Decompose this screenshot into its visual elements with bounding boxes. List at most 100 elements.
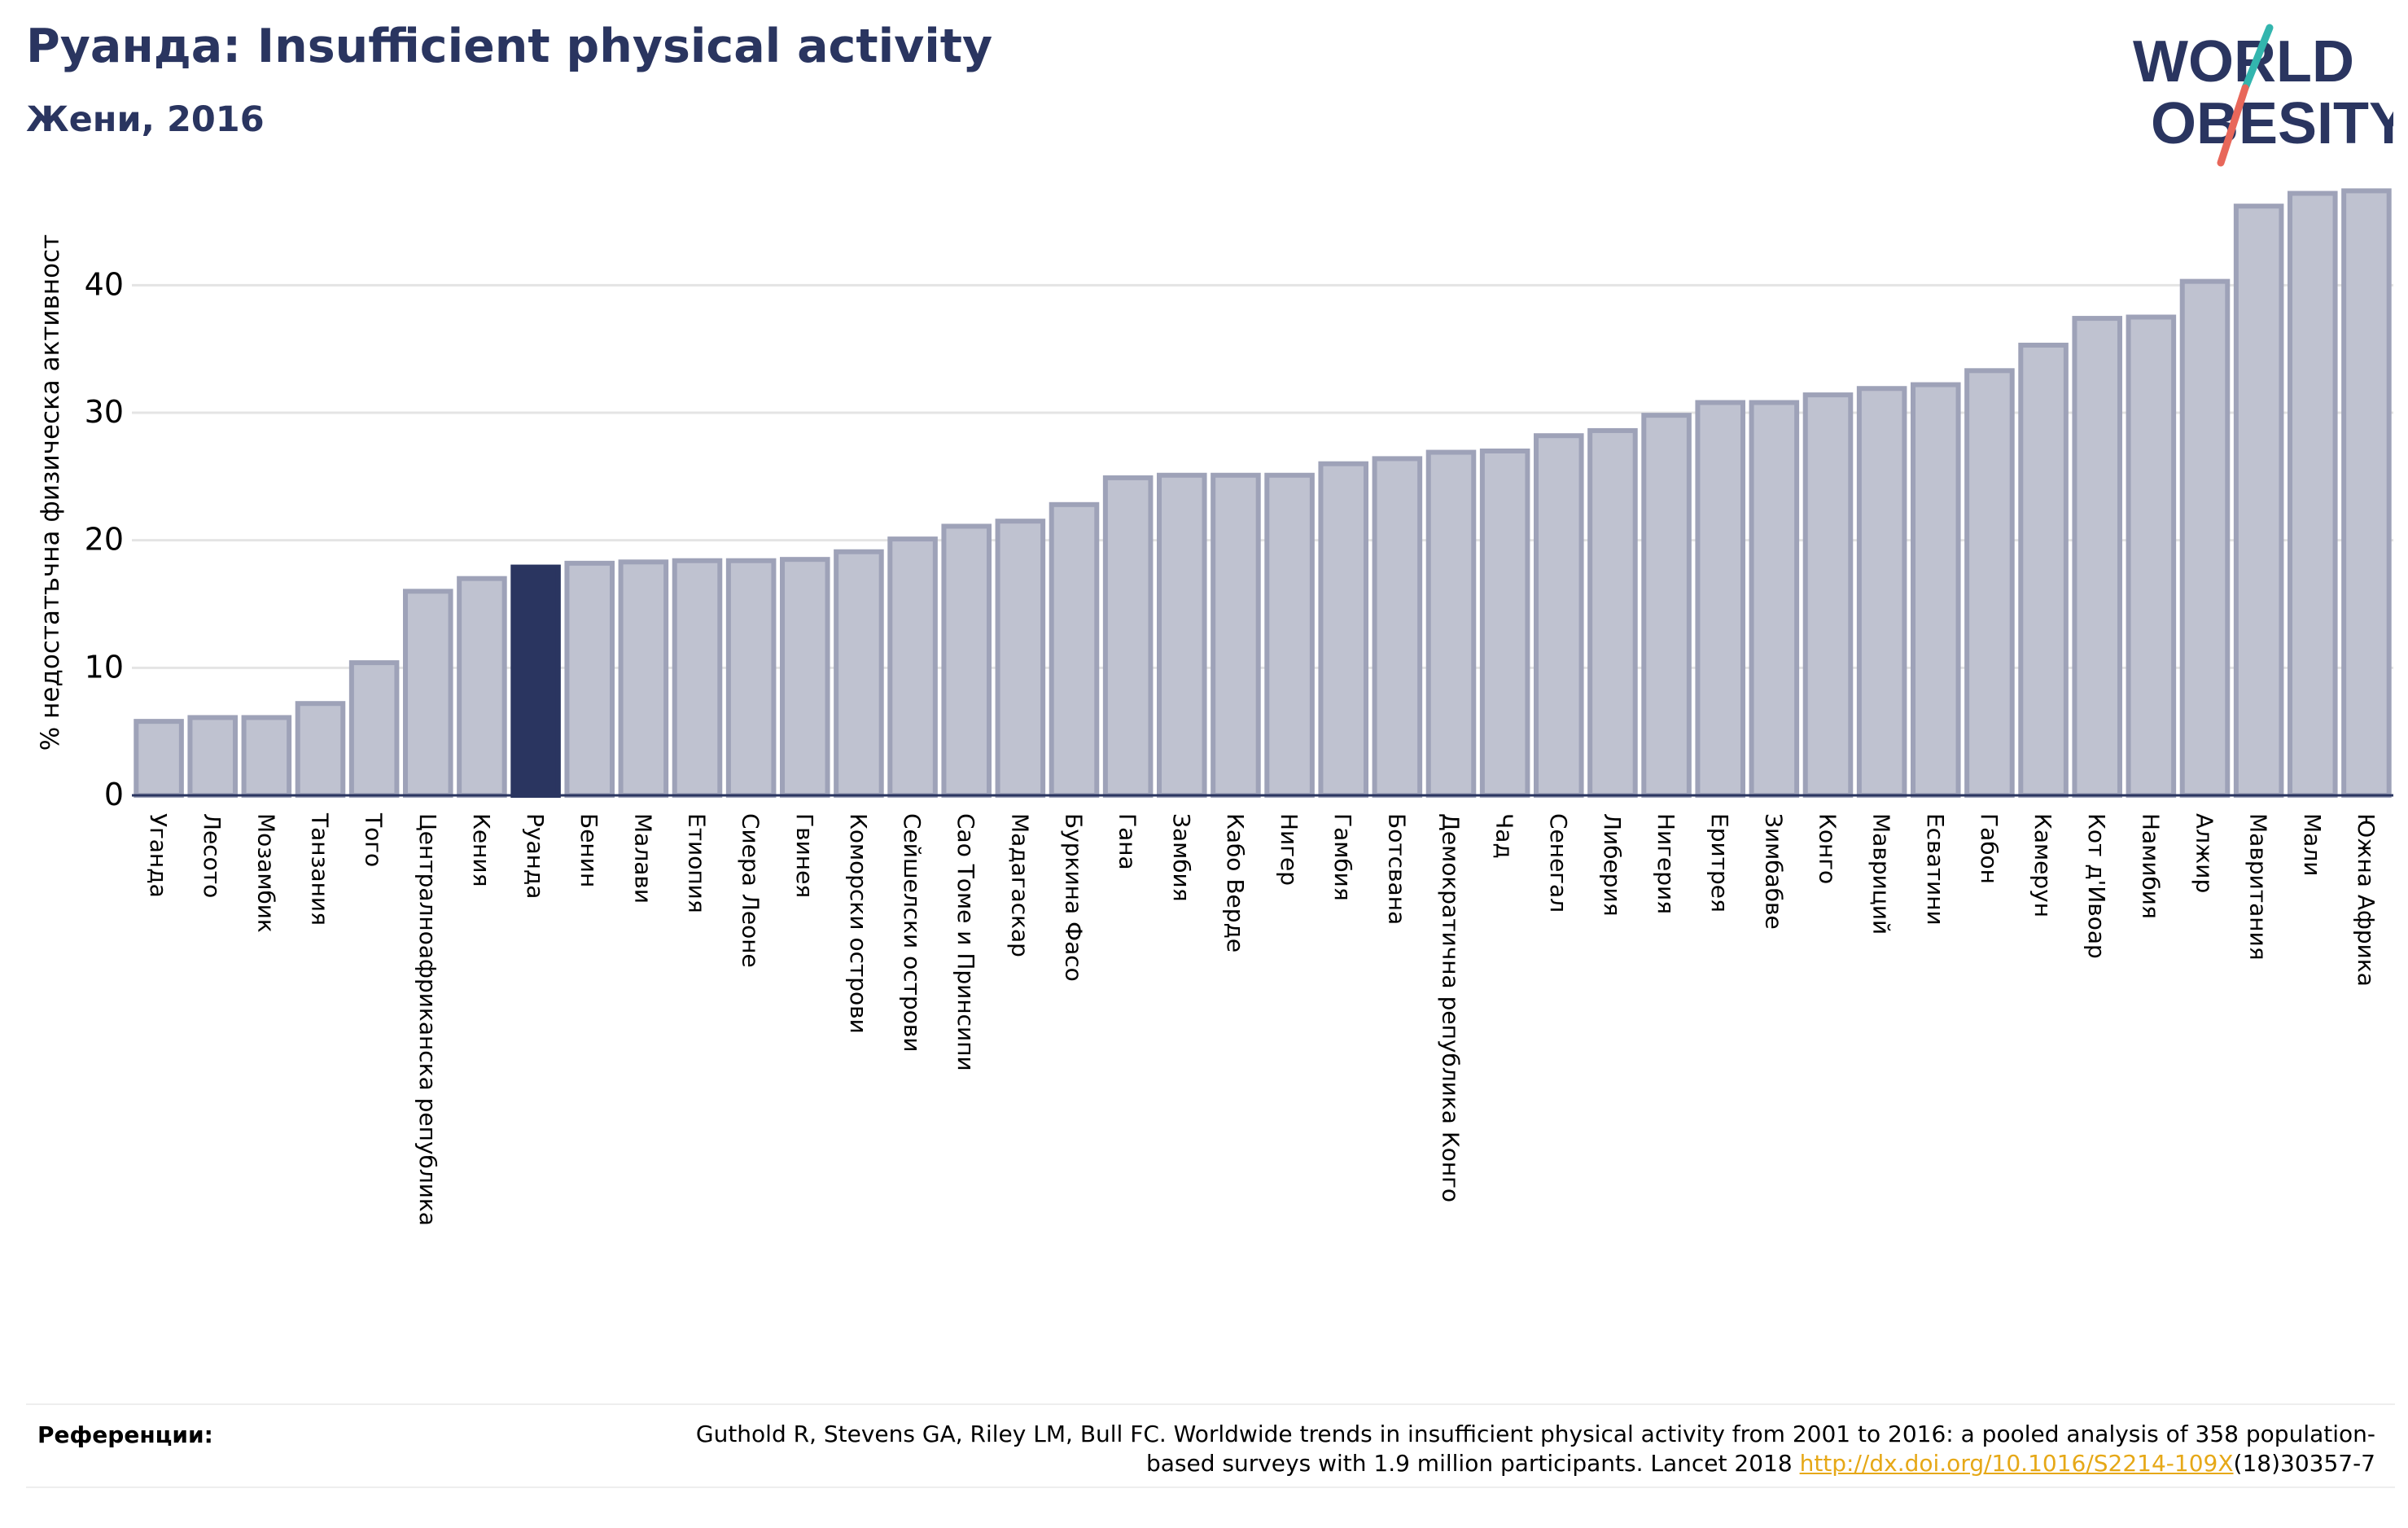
- bar: [1318, 461, 1368, 799]
- x-tick-label: Буркина Фасо: [1061, 813, 1088, 982]
- bar: [241, 715, 292, 799]
- x-tick-label: Гамбия: [1329, 813, 1356, 901]
- x-tick-label: Есватини: [1922, 813, 1949, 926]
- world-obesity-logo: WORLD OBESITY: [2133, 24, 2393, 167]
- x-tick-label: Сиера Леоне: [738, 813, 764, 968]
- x-tick-label: Уганда: [145, 813, 172, 898]
- x-tick-label: Лесото: [199, 813, 225, 898]
- x-tick-label: Нигер: [1276, 813, 1303, 886]
- reference-citation: Guthold R, Stevens GA, Riley LM, Bull FC…: [695, 1421, 2375, 1477]
- bar: [1102, 475, 1154, 799]
- x-tick-label: Алжир: [2191, 813, 2218, 893]
- bar: [941, 523, 992, 799]
- x-tick-label: Южна Африка: [2353, 813, 2380, 987]
- x-tick-label: Централноафриканска република: [414, 813, 441, 1226]
- x-tick-label: Гана: [1114, 813, 1141, 870]
- bar: [2288, 190, 2338, 799]
- bar: [1695, 400, 1745, 798]
- x-tick-label: Кабо Верде: [1222, 813, 1249, 952]
- bar: [1372, 456, 1423, 799]
- bar: [2018, 342, 2069, 798]
- x-tick-label: Малави: [629, 813, 656, 904]
- x-tick-label: Того: [361, 812, 387, 867]
- bar: [2233, 204, 2284, 798]
- x-tick-label: Кот д'Ивоар: [2083, 813, 2110, 959]
- references-label: Референции:: [37, 1421, 213, 1448]
- x-tick-label: Камерун: [2029, 813, 2056, 917]
- bar: [887, 536, 938, 798]
- x-tick-label: Ботсвана: [1383, 813, 1410, 925]
- bar: [187, 715, 238, 799]
- footer-divider-top: [26, 1403, 2395, 1405]
- x-tick-label: Габон: [1976, 813, 2003, 884]
- y-axis-label: % недостатъчна физическа активност: [36, 234, 65, 751]
- references-text: Guthold R, Stevens GA, Riley LM, Bull FC…: [666, 1420, 2375, 1478]
- y-tick-label: 20: [85, 522, 124, 558]
- bar-chart: 0 10 20 30 40 Уганда Лесото Мозамбик Танзания То…: [36, 188, 2393, 1226]
- x-tick-label: Зимбабве: [1760, 813, 1787, 930]
- bar: [295, 701, 346, 799]
- x-tick-label: Либерия: [1599, 813, 1626, 917]
- y-tick-label: 10: [85, 649, 124, 685]
- x-tick-label: Намибия: [2137, 813, 2164, 919]
- x-tick-label: Руанда: [522, 813, 549, 899]
- bar: [2341, 188, 2392, 798]
- reference-doi-link[interactable]: http://dx.doi.org/10.1016/S2214-109X: [1799, 1450, 2234, 1477]
- bar: [134, 719, 184, 799]
- logo-line-2: OBESITY: [2151, 91, 2393, 156]
- bar: [1802, 392, 1854, 798]
- bar: [457, 576, 507, 799]
- x-tick-label: Мавритания: [2245, 813, 2272, 961]
- x-tick-label: Сао Томе и Принсипи: [952, 813, 979, 1071]
- bar: [672, 558, 723, 798]
- bar: [1264, 472, 1315, 798]
- bar: [403, 589, 453, 798]
- y-tick-label: 40: [85, 266, 124, 302]
- bar: [2179, 278, 2231, 798]
- bar: [2072, 316, 2122, 799]
- x-tick-label: Сейшелски острови: [899, 813, 926, 1053]
- x-tick-label: Сенегал: [1545, 813, 1572, 913]
- chart-title: Руанда: Insufficient physical activity: [26, 20, 993, 73]
- x-tick-label: Чад: [1491, 813, 1518, 859]
- x-tick-label: Замбия: [1168, 813, 1195, 902]
- grid-lines: [132, 283, 2393, 669]
- bar: [1964, 368, 2015, 798]
- bar: [1534, 433, 1584, 798]
- bar: [995, 519, 1046, 799]
- bar: [1587, 427, 1638, 799]
- x-tick-label: Конго: [1815, 813, 1841, 884]
- logo-slash-bottom: [2217, 84, 2249, 167]
- bar: [1641, 413, 1692, 798]
- bar: [1856, 386, 1907, 798]
- bar: [725, 558, 777, 798]
- x-tick-label: Мавриций: [1868, 813, 1895, 935]
- x-tick-label: Танзания: [307, 812, 334, 926]
- bar: [1157, 472, 1207, 798]
- x-tick-label: Кения: [468, 813, 495, 887]
- bars: [132, 188, 2393, 799]
- bar: [1749, 400, 1800, 798]
- bar: [780, 557, 830, 799]
- bar: [1211, 472, 1261, 798]
- bar: [2126, 314, 2177, 798]
- x-tick-label: Гвинея: [791, 813, 818, 898]
- bar: [348, 660, 400, 798]
- y-tick-label: 30: [85, 394, 124, 430]
- reference-doi-suffix: (18)30357-7: [2233, 1450, 2375, 1477]
- x-tick-label: Еритрея: [1706, 813, 1733, 913]
- x-tick-label: Мадагаскар: [1006, 813, 1033, 957]
- bar: [1425, 449, 1477, 798]
- y-tick-label: 0: [104, 777, 124, 812]
- x-tick-label: Демократична република Конго: [1438, 813, 1465, 1202]
- x-axis-labels: Уганда Лесото Мозамбик Танзания Того Централн…: [145, 812, 2380, 1226]
- x-tick-label: Нигерия: [1653, 813, 1679, 914]
- bar: [1049, 501, 1100, 798]
- bar: [510, 564, 561, 798]
- bar: [1911, 382, 1961, 798]
- y-axis: 0 10 20 30 40: [85, 266, 124, 812]
- x-tick-label: Мозамбик: [252, 813, 279, 933]
- footer-divider-bottom: [26, 1486, 2395, 1488]
- x-tick-label: Етиопия: [684, 813, 711, 913]
- bar: [834, 549, 884, 798]
